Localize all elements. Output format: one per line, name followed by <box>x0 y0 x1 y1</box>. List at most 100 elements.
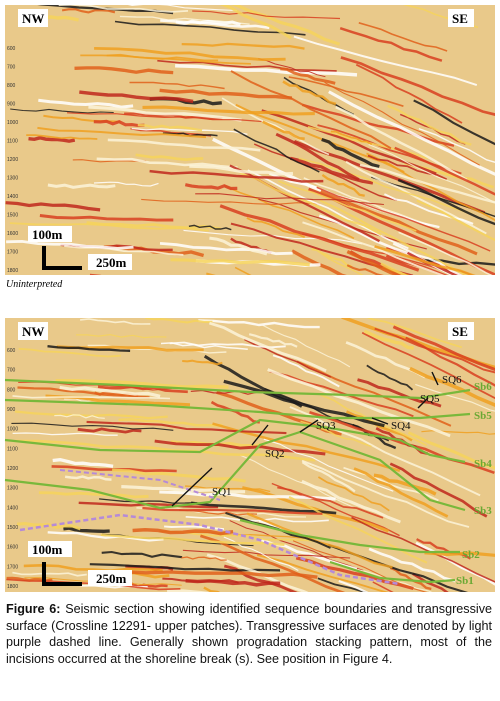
sb3-line <box>4 430 466 512</box>
horizons <box>4 378 471 584</box>
seismic-reflector <box>223 184 355 240</box>
seismic-reflector <box>398 231 493 275</box>
seismic-reflector <box>413 99 495 146</box>
scale-label: 100m <box>32 227 63 242</box>
seismic-reflector <box>129 81 225 90</box>
seismic-reflector <box>345 410 413 442</box>
seismic-reflector <box>18 347 121 358</box>
arrow <box>251 424 269 446</box>
seismic-reflector <box>58 5 189 13</box>
seismic-reflector <box>409 366 495 407</box>
depth-tick-label: 600 <box>7 46 16 52</box>
seismic-reflector <box>374 245 476 275</box>
seismic-reflector <box>121 570 318 579</box>
seismic-reflector <box>302 221 445 275</box>
seismic-reflector <box>230 5 341 46</box>
boundary-label: Sb2 <box>462 549 480 561</box>
seismic-reflector <box>241 486 390 533</box>
seismic-reflector <box>145 318 213 324</box>
seismic-reflector <box>28 136 76 143</box>
seismic-reflector <box>134 594 197 598</box>
seismic-reflector <box>154 439 326 456</box>
scale-bar <box>42 246 82 270</box>
seismic-reflector <box>239 172 382 236</box>
seismic-reflector <box>93 181 159 187</box>
sb5-line <box>4 398 471 420</box>
seismic-reflector <box>330 130 373 146</box>
seismic-reflector <box>206 553 309 592</box>
seismic-reflector <box>206 272 217 275</box>
seismic-reflector <box>288 495 428 564</box>
seismic-reflector <box>262 324 351 368</box>
seismic-reflector <box>118 418 223 427</box>
seismic-reflector <box>296 360 452 427</box>
seismic-reflector <box>289 156 374 185</box>
seismic-reflector <box>10 108 114 114</box>
arrow <box>417 397 429 409</box>
seismic-reflector <box>246 217 306 239</box>
seismic-reflector <box>282 80 337 106</box>
seismic-reflector <box>182 359 223 366</box>
seismic-reflector <box>293 35 478 87</box>
seismic-reflector <box>278 180 417 232</box>
seismic-reflector <box>373 473 437 496</box>
seismic-reflector <box>12 395 171 400</box>
seismic-reflector <box>37 5 174 15</box>
label-box <box>448 322 474 340</box>
seismic-reflector <box>366 364 414 391</box>
seismic-reflector <box>321 173 365 197</box>
seismic-reflector <box>317 577 368 592</box>
seismic-reflector <box>203 354 303 408</box>
figure-caption: Figure 6: Seismic section showing identi… <box>6 601 492 667</box>
sb1-line <box>329 560 456 584</box>
seismic-reflector <box>182 549 351 559</box>
seismic-reflector <box>341 318 495 370</box>
seismic-reflector <box>280 67 336 85</box>
seismic-reflector <box>66 112 262 123</box>
direction-label: NW <box>22 11 44 26</box>
depth-tick-label: 900 <box>7 102 16 108</box>
seismic-reflector <box>219 5 292 40</box>
seismic-reflector <box>291 249 347 275</box>
seismic-reflector <box>127 314 238 317</box>
seismic-reflector <box>346 250 404 275</box>
seismic-reflector <box>5 201 101 212</box>
seismic-reflector <box>17 386 150 399</box>
seismic-reflector <box>303 177 430 226</box>
sequence-label: SQ3 <box>316 420 336 432</box>
seismic-reflector <box>39 214 174 222</box>
seismic-reflector <box>189 164 294 176</box>
depth-tick-label: 1700 <box>7 250 18 256</box>
seismic-reflector <box>112 468 246 483</box>
seismic-reflector <box>59 385 161 398</box>
seismic-reflector <box>357 378 442 408</box>
seismic-reflector <box>185 578 281 587</box>
depth-tick-label: 800 <box>7 83 16 89</box>
seismic-reflector <box>277 486 384 519</box>
sequence-arrows <box>171 371 439 507</box>
seismic-reflector <box>157 59 337 72</box>
seismic-reflector <box>319 199 467 275</box>
seismic-reflector <box>301 103 455 147</box>
label-box <box>88 570 132 586</box>
seismic-reflector <box>363 329 415 350</box>
depth-tick-label: 700 <box>7 368 16 374</box>
arrow <box>431 371 439 386</box>
depth-tick-label: 1500 <box>7 525 18 531</box>
seismic-reflector <box>159 242 293 256</box>
seismic-reflector <box>149 169 324 183</box>
seismic-reflector <box>361 331 495 400</box>
seismic-reflector <box>288 76 404 107</box>
seismic-reflector <box>198 319 320 329</box>
depth-tick-label: 1400 <box>7 505 18 511</box>
seismic-reflector <box>358 22 448 52</box>
seismic-reflector <box>311 247 353 268</box>
seismic-reflector <box>184 485 271 493</box>
figure-label: Figure 6: <box>6 602 61 616</box>
seismic-reflector <box>367 154 448 181</box>
seismic-reflector <box>137 124 203 132</box>
seismic-reflector <box>38 491 149 499</box>
seismic-reflector <box>230 70 392 150</box>
seismic-reflector <box>86 420 287 435</box>
seismic-reflector <box>317 476 390 512</box>
